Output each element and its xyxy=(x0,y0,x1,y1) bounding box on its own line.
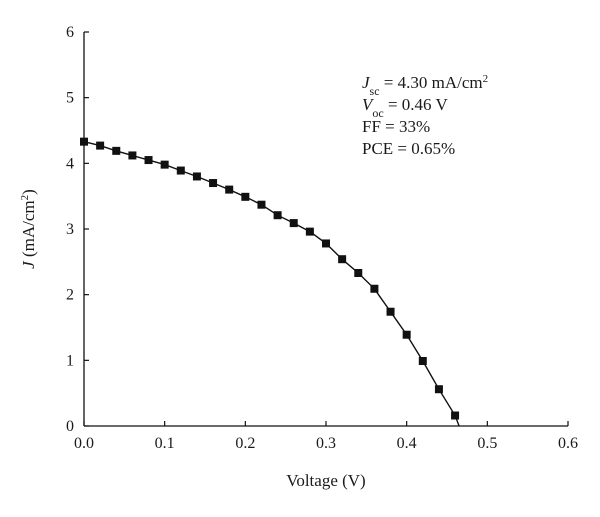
annotation-text: FF = 33% xyxy=(362,117,430,136)
annotation-symbol: J xyxy=(362,73,371,92)
data-point-marker xyxy=(322,239,330,248)
x-tick-label: 0.6 xyxy=(558,435,578,452)
data-point-marker xyxy=(144,156,153,165)
y-axis-title: J (mA/cm2) xyxy=(19,189,38,269)
annotation-subscript: sc xyxy=(370,84,380,98)
annotation-subscript: oc xyxy=(372,106,383,120)
data-point-marker xyxy=(402,330,411,339)
data-point-marker xyxy=(418,356,427,365)
annotation-text: = 0.46 V xyxy=(384,95,449,114)
plot-area xyxy=(80,137,460,427)
y-tick-label: 2 xyxy=(66,287,74,304)
x-tick-label: 0.3 xyxy=(316,435,336,452)
data-point-marker xyxy=(160,160,169,169)
y-tick-label: 1 xyxy=(66,352,74,369)
axes xyxy=(83,31,569,427)
y-tick-label: 5 xyxy=(66,90,74,107)
y-axis-title-var: J xyxy=(19,260,38,269)
x-tick-label: 0.0 xyxy=(74,435,94,452)
data-point-marker xyxy=(209,179,218,188)
data-point-marker xyxy=(354,268,363,277)
data-point-marker xyxy=(257,200,266,209)
data-point-marker xyxy=(112,146,121,155)
data-point-marker xyxy=(370,284,379,293)
parameter-annotation: Voc = 0.46 V xyxy=(362,95,448,120)
parameter-annotation: PCE = 0.65% xyxy=(362,139,455,158)
x-tick-label: 0.2 xyxy=(235,435,255,452)
data-point-marker xyxy=(225,185,234,194)
x-tick-label: 0.4 xyxy=(397,435,417,452)
annotation-text: PCE = 0.65% xyxy=(362,139,455,158)
annotation-superscript: 2 xyxy=(483,73,489,85)
parameter-annotation: FF = 33% xyxy=(362,117,430,136)
x-tick-label: 0.5 xyxy=(477,435,497,452)
labels: 0.0 0.1 0.2 0.3 0.4 0.5 0.6 0 1 2 3 4 5 6 Voltage (V) J… xyxy=(19,24,578,490)
data-point-marker xyxy=(451,411,460,420)
y-axis-title-close: ) xyxy=(19,189,38,195)
data-point-marker xyxy=(338,255,347,264)
annotation-symbol: V xyxy=(362,95,375,114)
y-tick-label: 3 xyxy=(66,221,74,238)
y-tick-label: 4 xyxy=(66,155,74,172)
annotation-text: = 4.30 mA/cm xyxy=(380,73,483,92)
y-axis-title-unit: (mA/cm xyxy=(19,200,38,261)
x-axis-title: Voltage (V) xyxy=(286,471,365,490)
y-tick-label: 6 xyxy=(66,24,74,41)
data-point-marker xyxy=(386,307,395,316)
data-point-marker xyxy=(96,141,105,150)
y-axis-title-sup: 2 xyxy=(19,195,31,201)
data-point-marker xyxy=(434,385,443,394)
data-point-marker xyxy=(128,151,137,160)
x-tick-label: 0.1 xyxy=(155,435,175,452)
parameter-annotation: Jsc = 4.30 mA/cm2 xyxy=(362,73,488,98)
data-point-marker xyxy=(192,172,201,181)
data-point-marker xyxy=(305,227,314,236)
y-tick-label: 0 xyxy=(66,418,74,435)
data-point-marker xyxy=(289,219,298,228)
data-point-marker xyxy=(176,166,185,175)
data-point-marker xyxy=(241,192,250,201)
jv-curve xyxy=(83,141,460,427)
data-point-marker xyxy=(80,137,88,146)
data-point-marker xyxy=(273,211,282,220)
